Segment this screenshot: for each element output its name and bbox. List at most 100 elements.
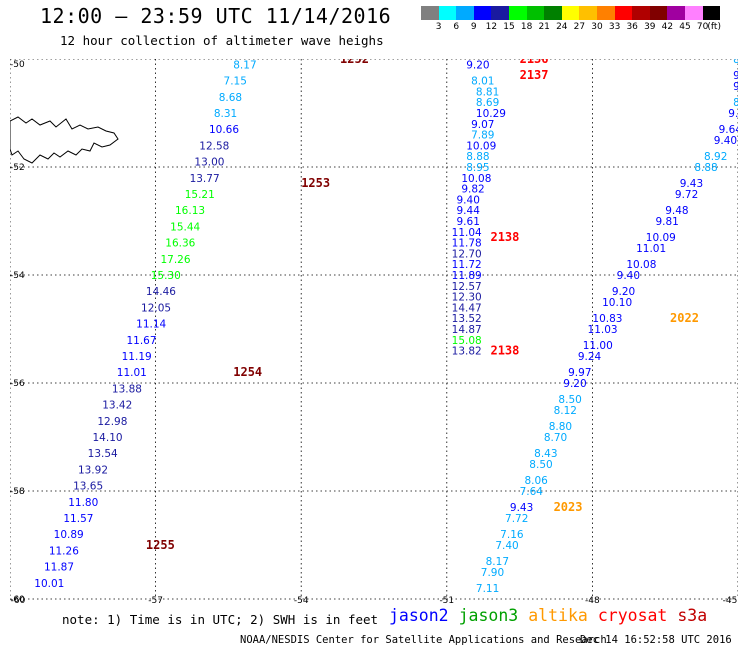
wave-height-value: 9.24 xyxy=(578,351,602,363)
wave-height-value: 13.00 xyxy=(194,157,224,169)
wave-height-value: 9.61 xyxy=(457,216,480,228)
wave-height-value: 7.16 xyxy=(500,529,524,541)
wave-height-value: 9.48 xyxy=(665,205,688,217)
chart-title: 12:00 – 23:59 UTC 11/14/2016 xyxy=(40,4,392,28)
wave-height-value: 11.01 xyxy=(117,367,147,379)
colorbar-tick-label: 15 xyxy=(503,22,515,32)
wave-height-value: 13.52 xyxy=(452,313,482,325)
wave-height-value: 12.70 xyxy=(452,248,482,260)
wave-height-value: 7.72 xyxy=(505,513,528,525)
wave-height-value: 11.00 xyxy=(583,340,613,352)
wave-height-value: 12.58 xyxy=(199,140,229,152)
colorbar-tick-label: 12 xyxy=(485,22,498,32)
wave-height-value: 9.40 xyxy=(617,270,640,282)
wave-height-value: 12.05 xyxy=(141,302,171,314)
colorbar-tick-label: 6 xyxy=(453,22,460,32)
wave-height-value: 9.40 xyxy=(457,194,480,206)
footer-note: note: 1) Time is in UTC; 2) SWH is in fe… xyxy=(62,612,379,627)
pass-labels: 1252 1253 1254 1255 2136 2137 2138 2138 2022 2023 xyxy=(146,59,699,552)
wave-height-value: 11.80 xyxy=(68,497,98,509)
wave-height-value: 8.81 xyxy=(476,86,499,98)
wave-height-value: 8.69 xyxy=(476,97,499,109)
colorbar-swatch xyxy=(561,6,580,20)
wave-height-value: 14.46 xyxy=(146,286,176,298)
pass-number-label: 2137 xyxy=(520,68,549,82)
colorbar-swatch xyxy=(508,6,527,20)
y-tick-label: -56 xyxy=(10,379,25,389)
wave-height-value: 13.77 xyxy=(190,173,220,185)
grid-lines xyxy=(10,59,738,600)
wave-height-value: 8.70 xyxy=(544,432,567,444)
wave-height-value: 14.47 xyxy=(452,302,482,314)
wave-height-value: 11.89 xyxy=(452,270,482,282)
wave-height-value: 9.20 xyxy=(563,378,586,390)
wave-height-value: 9.07 xyxy=(471,119,494,131)
wave-height-value: 10.08 xyxy=(626,259,656,271)
colorbar-swatch xyxy=(632,6,650,20)
wave-height-value: 15.08 xyxy=(452,335,482,347)
wave-height-value: 7.40 xyxy=(495,540,518,552)
wave-height-value: 10.09 xyxy=(466,140,496,152)
legend-entry-jason2: jason2 xyxy=(389,606,449,625)
legend-entry-s3a: s3a xyxy=(677,606,708,625)
wave-height-value: 9.72 xyxy=(675,189,698,201)
data-points: 10.01 11.87 11.26 10.89 11.57 11.80 13.65 13.92… xyxy=(34,59,738,595)
colorbar-swatch xyxy=(473,6,492,20)
wave-height-value: 9.82 xyxy=(461,184,484,196)
satellite-legend: jason2 jason3 altika cryosat s3a xyxy=(389,606,717,625)
wave-height-value: 9.43 xyxy=(680,178,703,190)
wave-height-value: 11.01 xyxy=(636,243,666,255)
wave-height-value: 10.89 xyxy=(54,529,84,541)
wave-height-value: 9 xyxy=(733,70,738,82)
colorbar-tick-label: 3 xyxy=(435,22,442,32)
wave-height-value: 7.90 xyxy=(481,567,504,579)
wave-height-value: 13.92 xyxy=(78,464,108,476)
colorbar-tick-label: 33 xyxy=(608,22,621,32)
x-tick-label: -51 xyxy=(439,596,454,604)
colorbar-tick-label: 30 xyxy=(591,22,603,32)
wave-height-value: 8.12 xyxy=(554,405,577,417)
wave-height-value: 8.85 xyxy=(733,97,738,109)
wave-height-value: 9.40 xyxy=(714,135,737,147)
wave-height-value: 8.92 xyxy=(704,151,727,163)
wave-height-value: 10.10 xyxy=(602,297,632,309)
chart-subtitle: 12 hour collection of altimeter wave hei… xyxy=(60,33,384,48)
wave-height-value: 8.17 xyxy=(233,59,256,71)
wave-height-value: 7.11 xyxy=(476,583,499,595)
wave-height-value: 8.68 xyxy=(219,92,242,104)
x-tick-label: -60 xyxy=(11,596,26,604)
wave-height-value: 8.88 xyxy=(466,151,489,163)
wave-height-value: 10.66 xyxy=(209,124,239,136)
wave-height-value: 11.67 xyxy=(126,335,156,347)
y-tick-label: -52 xyxy=(10,163,25,173)
wave-height-value: 12.30 xyxy=(452,292,482,304)
colorbar-swatch xyxy=(544,6,562,20)
legend-entry-altika: altika xyxy=(528,606,588,625)
wave-height-value: 13.82 xyxy=(452,346,482,358)
wave-height-value: 12.98 xyxy=(97,416,127,428)
colorbar-swatch xyxy=(438,6,457,20)
wave-height-value: 7.64 xyxy=(520,486,544,498)
y-tick-label: -60 xyxy=(10,595,25,604)
legend-entry-cryosat: cryosat xyxy=(597,606,668,625)
wave-height-value: 9.64 xyxy=(719,124,738,136)
wave-height-value: 11.72 xyxy=(452,259,482,271)
colorbar-unit: (ft) xyxy=(707,22,721,32)
colorbar-swatch xyxy=(667,6,685,20)
colorbar-swatch xyxy=(649,6,668,20)
pass-number-label: 2136 xyxy=(520,59,549,66)
wave-height-value: 13.54 xyxy=(88,448,118,460)
wave-height-value: 15.30 xyxy=(151,270,181,282)
coastline xyxy=(10,116,119,164)
wave-height-value: 13.42 xyxy=(102,400,132,412)
colorbar-tick-label: 24 xyxy=(556,22,568,32)
wave-height-value: 9.20 xyxy=(612,286,635,298)
wave-height-value: 10.83 xyxy=(592,313,622,325)
colorbar-labels: 3 6 9 12 15 18 21 24 27 30 33 36 39 42 45 70 (ft) xyxy=(421,22,738,34)
wave-height-value: 11.87 xyxy=(44,562,74,574)
wave-height-value: 8.06 xyxy=(524,475,548,487)
wave-height-value: 11.14 xyxy=(136,319,166,331)
legend-entry-jason3: jason3 xyxy=(458,606,519,625)
colorbar-tick-label: 39 xyxy=(644,22,656,32)
x-tick-label: -57 xyxy=(148,596,163,604)
